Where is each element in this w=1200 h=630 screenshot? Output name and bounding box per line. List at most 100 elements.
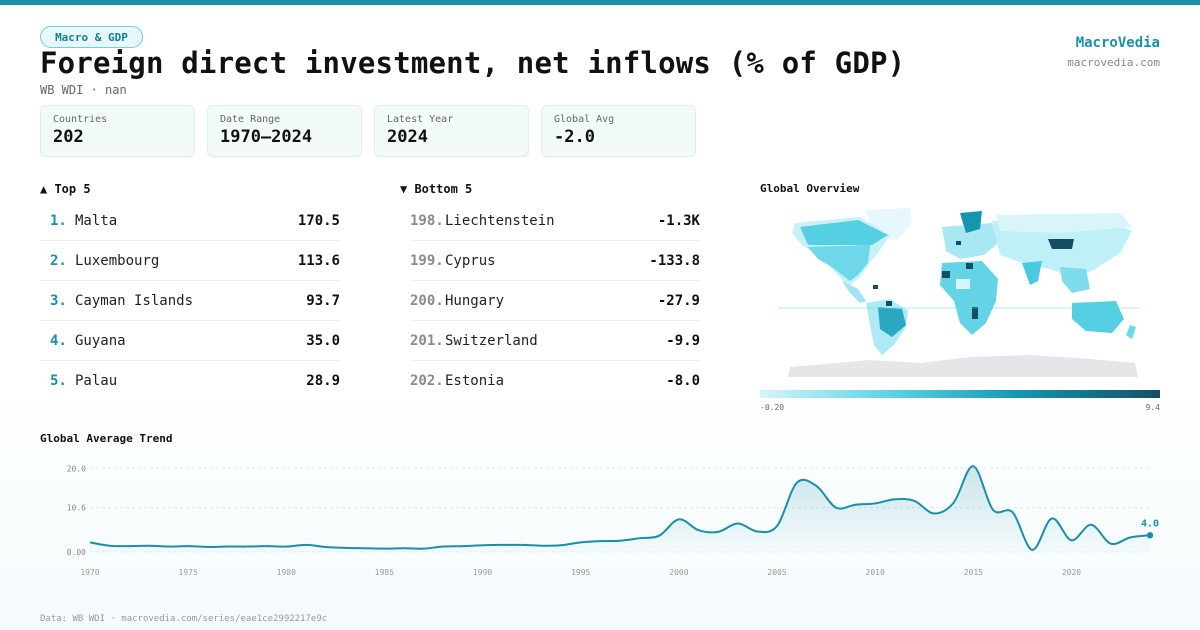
map-heading: Global Overview xyxy=(760,182,860,195)
stat-value: 1970–2024 xyxy=(220,127,313,147)
stat-value: 202 xyxy=(53,127,84,147)
country-name: Malta xyxy=(75,212,118,229)
x-tick-label: 1995 xyxy=(571,568,590,577)
map-region-africa-dark-2[interactable] xyxy=(966,263,973,269)
map-region-russia[interactable] xyxy=(996,213,1132,233)
trend-heading: Global Average Trend xyxy=(40,432,173,445)
bottom5-list: 198. Liechtenstein -1.3K 199. Cyprus -13… xyxy=(410,201,700,401)
list-item[interactable]: 199. Cyprus -133.8 xyxy=(410,241,700,281)
x-tick-label: 1970 xyxy=(80,568,99,577)
map-region-africa-dark-3[interactable] xyxy=(972,307,978,319)
map-region-mongolia[interactable] xyxy=(1048,239,1074,249)
stat-card-latest-year: Latest Year 2024 xyxy=(374,105,529,157)
country-name: Estonia xyxy=(445,373,505,389)
country-value: -8.0 xyxy=(666,373,700,389)
page-title: Foreign direct investment, net inflows (… xyxy=(40,46,906,80)
country-name: Hungary xyxy=(445,292,505,309)
x-tick-label: 1975 xyxy=(179,568,198,577)
footer-source[interactable]: Data: WB WDI · macrovedia.com/series/eae… xyxy=(40,614,328,624)
x-tick-label: 1990 xyxy=(473,568,492,577)
map-region-usa[interactable] xyxy=(808,245,870,281)
list-item[interactable]: 201. Switzerland -9.9 xyxy=(410,321,700,361)
x-tick-label: 2000 xyxy=(669,568,688,577)
map-region-australia[interactable] xyxy=(1072,301,1124,333)
x-tick-label: 2005 xyxy=(767,568,786,577)
trend-line xyxy=(89,465,1151,551)
country-name: Luxembourg xyxy=(75,252,160,269)
rank-number: 200. xyxy=(410,292,444,309)
list-item[interactable]: 202. Estonia -8.0 xyxy=(410,361,700,401)
map-region-guyana[interactable] xyxy=(886,301,892,306)
x-tick-label: 2010 xyxy=(866,568,885,577)
map-region-africa-light[interactable] xyxy=(956,279,970,289)
y-tick-label: 20.0 xyxy=(67,464,86,473)
trend-area xyxy=(90,466,1150,552)
map-region-africa[interactable] xyxy=(940,261,998,335)
country-name: Palau xyxy=(75,373,118,389)
rank-number: 201. xyxy=(410,332,444,349)
brand-name[interactable]: MacroVedia xyxy=(1075,35,1160,51)
map-region-cayman[interactable] xyxy=(873,285,878,289)
x-tick-label: 1980 xyxy=(277,568,296,577)
map-region-brazil[interactable] xyxy=(878,307,906,337)
category-tag[interactable]: Macro & GDP xyxy=(40,26,143,48)
stat-label: Countries xyxy=(53,114,108,125)
world-map[interactable] xyxy=(760,205,1160,385)
list-item[interactable]: 5. Palau 28.9 xyxy=(40,361,340,401)
map-region-japan[interactable] xyxy=(1102,241,1110,259)
x-tick-label: 1985 xyxy=(375,568,394,577)
color-scale-max: 9.4 xyxy=(1145,403,1160,412)
list-item[interactable]: 3. Cayman Islands 93.7 xyxy=(40,281,340,321)
top5-heading: ▲ Top 5 xyxy=(40,182,91,196)
country-value: 93.7 xyxy=(306,292,340,309)
country-value: -1.3K xyxy=(657,212,700,229)
stat-label: Global Avg xyxy=(554,114,615,125)
list-item[interactable]: 1. Malta 170.5 xyxy=(40,201,340,241)
stat-label: Date Range xyxy=(220,114,281,125)
country-value: -27.9 xyxy=(657,292,700,309)
country-name: Guyana xyxy=(75,332,126,349)
brand-url[interactable]: macrovedia.com xyxy=(1067,56,1160,69)
rank-number: 1. xyxy=(50,212,67,229)
map-region-canada[interactable] xyxy=(800,220,888,245)
list-item[interactable]: 4. Guyana 35.0 xyxy=(40,321,340,361)
map-region-new-zealand[interactable] xyxy=(1126,325,1136,339)
rank-number: 198. xyxy=(410,212,444,229)
rank-number: 202. xyxy=(410,373,444,389)
list-item[interactable]: 198. Liechtenstein -1.3K xyxy=(410,201,700,241)
map-region-scandinavia[interactable] xyxy=(960,211,982,233)
x-tick-label: 2020 xyxy=(1062,568,1081,577)
rank-number: 4. xyxy=(50,332,67,349)
map-region-luxembourg[interactable] xyxy=(956,241,961,245)
list-item[interactable]: 200. Hungary -27.9 xyxy=(410,281,700,321)
top5-list: 1. Malta 170.5 2. Luxembourg 113.6 3. Ca… xyxy=(40,201,340,401)
country-value: -133.8 xyxy=(649,252,700,269)
map-region-greenland[interactable] xyxy=(865,208,912,240)
country-value: 35.0 xyxy=(306,332,340,349)
country-value: 113.6 xyxy=(297,252,340,269)
y-tick-label: 0.00 xyxy=(67,548,86,557)
stat-value: 2024 xyxy=(387,127,428,147)
country-value: 28.9 xyxy=(306,373,340,389)
world-map-svg xyxy=(778,208,1140,377)
country-name: Switzerland xyxy=(445,332,538,349)
rank-number: 3. xyxy=(50,292,67,309)
map-region-africa-dark-1[interactable] xyxy=(942,271,950,278)
stat-card-global-avg: Global Avg -2.0 xyxy=(541,105,696,157)
rank-number: 5. xyxy=(50,373,67,389)
country-name: Cyprus xyxy=(445,252,496,269)
last-value-label: 4.0 xyxy=(1141,518,1159,529)
map-region-se-asia[interactable] xyxy=(1060,267,1090,293)
country-value: 170.5 xyxy=(297,212,340,229)
map-region-central-america[interactable] xyxy=(842,281,866,303)
country-name: Cayman Islands xyxy=(75,292,194,309)
map-region-europe[interactable] xyxy=(942,223,998,259)
trend-chart: 0.00 10.6 20.0 1970 1975 1980 1985 1990 1995 200… xyxy=(40,455,1170,585)
color-scale-bar xyxy=(760,390,1160,398)
list-item[interactable]: 2. Luxembourg 113.6 xyxy=(40,241,340,281)
country-name: Liechtenstein xyxy=(445,212,555,229)
map-region-antarctica[interactable] xyxy=(788,355,1138,377)
last-point-marker[interactable] xyxy=(1146,532,1154,539)
map-region-india[interactable] xyxy=(1022,261,1042,285)
stat-card-countries: Countries 202 xyxy=(40,105,195,157)
